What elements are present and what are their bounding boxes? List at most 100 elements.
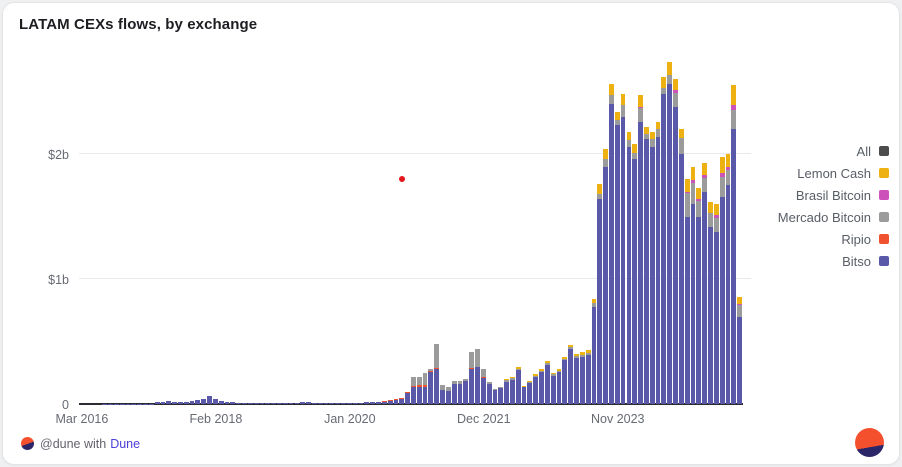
bar-jan-2019[interactable] bbox=[277, 403, 282, 404]
bar-jun-2023[interactable] bbox=[585, 350, 591, 404]
bar-feb-2019[interactable] bbox=[282, 403, 288, 404]
bar-nov-2018[interactable] bbox=[265, 403, 271, 404]
bar-nov-2017[interactable] bbox=[195, 400, 201, 404]
bar-oct-2023[interactable] bbox=[609, 84, 614, 404]
bar-mar-2018[interactable] bbox=[218, 400, 224, 404]
bar-nov-2023[interactable] bbox=[614, 111, 620, 404]
legend-item-mercado-bitcoin[interactable]: Mercado Bitcoin bbox=[778, 206, 889, 228]
bar-jul-2022[interactable] bbox=[521, 385, 527, 404]
bar-nov-2024[interactable] bbox=[684, 179, 690, 404]
bar-aug-2020[interactable] bbox=[387, 400, 393, 404]
bar-jul-2024[interactable] bbox=[661, 76, 667, 404]
bar-may-2018[interactable] bbox=[230, 402, 236, 404]
legend-item-lemon-cash[interactable]: Lemon Cash bbox=[778, 162, 889, 184]
bar-dec-2022[interactable] bbox=[550, 372, 556, 404]
bar-aug-2021[interactable] bbox=[457, 380, 463, 404]
bar-jun-2018[interactable] bbox=[236, 402, 242, 404]
bar-may-2017[interactable] bbox=[160, 401, 166, 404]
bar-nov-2022[interactable] bbox=[544, 360, 550, 404]
bar-mar-2020[interactable] bbox=[358, 402, 364, 404]
bar-jul-2018[interactable] bbox=[242, 402, 247, 404]
bar-jun-2024[interactable] bbox=[655, 121, 661, 404]
bar-mar-2019[interactable] bbox=[288, 403, 294, 404]
bar-apr-2021[interactable] bbox=[434, 344, 440, 404]
bar-may-2021[interactable] bbox=[440, 385, 445, 404]
bar-may-2025[interactable] bbox=[719, 156, 725, 404]
bar-aug-2025[interactable] bbox=[737, 296, 742, 404]
bar-oct-2021[interactable] bbox=[469, 351, 475, 404]
bar-sep-2023[interactable] bbox=[603, 149, 609, 404]
bar-may-2024[interactable] bbox=[649, 131, 655, 404]
bar-may-2020[interactable] bbox=[370, 401, 376, 404]
bar-apr-2018[interactable] bbox=[224, 401, 230, 404]
bar-may-2023[interactable] bbox=[579, 352, 585, 404]
bar-apr-2024[interactable] bbox=[643, 126, 649, 404]
bar-jan-2021[interactable] bbox=[416, 377, 422, 404]
bar-dec-2024[interactable] bbox=[690, 166, 696, 404]
legend-item-brasil-bitcoin[interactable]: Brasil Bitcoin bbox=[778, 184, 889, 206]
bar-dec-2021[interactable] bbox=[480, 368, 486, 404]
bar-apr-2022[interactable] bbox=[504, 379, 509, 404]
bar-aug-2017[interactable] bbox=[178, 402, 183, 404]
bar-oct-2020[interactable] bbox=[399, 398, 405, 404]
bar-jun-2017[interactable] bbox=[166, 401, 172, 404]
bar-sep-2018[interactable] bbox=[253, 403, 259, 404]
bar-jul-2023[interactable] bbox=[591, 299, 597, 404]
bar-sep-2021[interactable] bbox=[463, 378, 469, 404]
bar-may-2022[interactable] bbox=[510, 377, 515, 404]
bar-dec-2019[interactable] bbox=[341, 403, 346, 404]
bar-apr-2025[interactable] bbox=[713, 204, 719, 404]
legend-item-all[interactable]: All bbox=[778, 140, 889, 162]
bar-jun-2020[interactable] bbox=[376, 401, 381, 404]
bar-sep-2017[interactable] bbox=[183, 401, 189, 404]
bar-jan-2024[interactable] bbox=[626, 131, 632, 404]
bar-jan-2023[interactable] bbox=[556, 369, 562, 404]
bar-feb-2021[interactable] bbox=[422, 372, 428, 404]
bar-jul-2021[interactable] bbox=[451, 380, 457, 404]
bar-apr-2023[interactable] bbox=[574, 354, 579, 404]
bar-jul-2020[interactable] bbox=[381, 401, 387, 404]
bar-mar-2021[interactable] bbox=[428, 368, 434, 404]
bar-oct-2017[interactable] bbox=[189, 400, 195, 404]
legend-item-bitso[interactable]: Bitso bbox=[778, 250, 889, 272]
bar-oct-2018[interactable] bbox=[259, 403, 265, 404]
bar-jan-2025[interactable] bbox=[696, 187, 702, 404]
bar-jan-2020[interactable] bbox=[346, 403, 352, 404]
bar-oct-2019[interactable] bbox=[329, 403, 335, 404]
bar-nov-2019[interactable] bbox=[335, 403, 341, 404]
bar-jun-2025[interactable] bbox=[725, 154, 731, 404]
bar-aug-2019[interactable] bbox=[317, 403, 323, 404]
bar-feb-2024[interactable] bbox=[632, 144, 638, 404]
bar-jun-2021[interactable] bbox=[445, 386, 451, 404]
bar-sep-2020[interactable] bbox=[393, 399, 399, 404]
bar-sep-2022[interactable] bbox=[533, 374, 539, 404]
bar-mar-2023[interactable] bbox=[568, 344, 574, 404]
bar-mar-2022[interactable] bbox=[498, 387, 504, 404]
bar-feb-2023[interactable] bbox=[562, 356, 568, 404]
bar-oct-2024[interactable] bbox=[678, 129, 684, 404]
bar-feb-2025[interactable] bbox=[702, 162, 708, 404]
bar-nov-2020[interactable] bbox=[405, 392, 410, 404]
bar-sep-2024[interactable] bbox=[673, 79, 678, 404]
bar-sep-2019[interactable] bbox=[323, 403, 329, 404]
legend-item-ripio[interactable]: Ripio bbox=[778, 228, 889, 250]
bar-apr-2020[interactable] bbox=[364, 402, 370, 404]
bar-mar-2024[interactable] bbox=[638, 95, 643, 404]
bar-oct-2022[interactable] bbox=[539, 369, 544, 404]
bar-aug-2024[interactable] bbox=[667, 61, 673, 404]
bar-apr-2019[interactable] bbox=[294, 402, 300, 404]
bar-aug-2023[interactable] bbox=[597, 184, 603, 404]
bar-aug-2018[interactable] bbox=[247, 403, 253, 404]
bar-feb-2022[interactable] bbox=[492, 389, 498, 404]
bar-feb-2018[interactable] bbox=[212, 399, 218, 404]
bar-jun-2022[interactable] bbox=[515, 367, 521, 404]
bar-feb-2020[interactable] bbox=[352, 402, 358, 404]
bar-nov-2021[interactable] bbox=[475, 349, 480, 404]
bar-jan-2022[interactable] bbox=[486, 381, 492, 404]
bar-mar-2025[interactable] bbox=[708, 201, 713, 404]
bar-dec-2020[interactable] bbox=[411, 377, 416, 404]
bar-jul-2019[interactable] bbox=[311, 402, 317, 404]
bar-apr-2017[interactable] bbox=[154, 402, 160, 404]
bar-dec-2018[interactable] bbox=[271, 403, 277, 404]
bar-mar-2017[interactable] bbox=[148, 403, 154, 404]
